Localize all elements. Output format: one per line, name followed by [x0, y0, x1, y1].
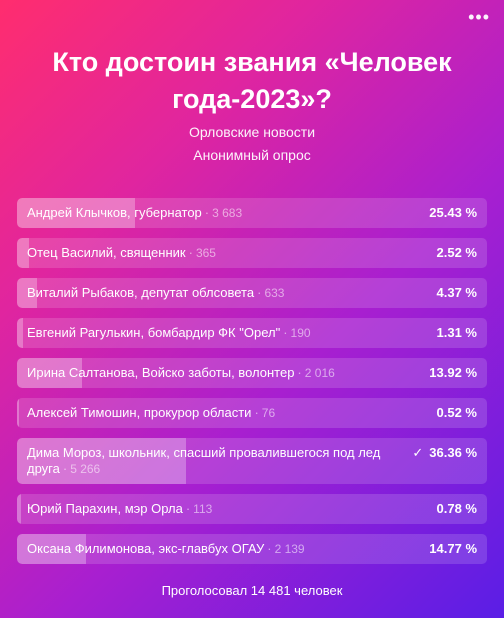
total-votes: Проголосовал 14 481 человек [161, 583, 343, 598]
option-text: Юрий Парахин, мэр Орла · 113 [27, 501, 395, 517]
poll-option[interactable]: Юрий Парахин, мэр Орла · 113 0.78 % [17, 494, 487, 524]
option-percent: 25.43 % [429, 205, 477, 220]
poll-option-selected[interactable]: Дима Мороз, школьник, спасший проваливше… [17, 438, 487, 484]
separator-dot: · [204, 205, 210, 220]
option-count: 76 [261, 406, 276, 420]
option-count: 2 139 [274, 542, 305, 556]
option-label: Андрей Клычков, губернатор [27, 205, 202, 220]
separator-dot: · [254, 405, 259, 420]
poll-type: Анонимный опрос [193, 147, 311, 163]
option-percent: 1.31 % [436, 325, 477, 340]
option-label: Дима Мороз, школьник, спасший проваливше… [27, 445, 381, 476]
option-fill [17, 278, 38, 308]
option-percent: 13.92 % [429, 365, 477, 380]
option-percent: 14.77 % [429, 541, 477, 556]
option-fill [17, 398, 20, 428]
poll-option[interactable]: Оксана Филимонова, экс-главбух ОГАУ · 2 13… [17, 534, 487, 564]
option-fill [17, 494, 21, 524]
option-text: Евгений Рагулькин, бомбардир ФК "Орел" · 1… [27, 325, 395, 341]
option-percent: 2.52 % [436, 245, 477, 260]
option-count: 365 [195, 246, 216, 260]
option-fill [17, 358, 82, 388]
option-percent: 36.36 % [429, 445, 477, 460]
option-count: 190 [290, 326, 311, 340]
option-count: 633 [264, 286, 285, 300]
option-label: Оксана Филимонова, экс-главбух ОГАУ [27, 541, 265, 556]
separator-dot: · [62, 461, 68, 476]
more-dots-icon[interactable]: ••• [468, 7, 490, 27]
option-percent: 0.78 % [436, 501, 477, 516]
option-text: Алексей Тимошин, прокурор области · 76 [27, 405, 395, 421]
option-text: Отец Василий, священник · 365 [27, 245, 395, 261]
poll-option[interactable]: Алексей Тимошин, прокурор области · 76 0.5… [17, 398, 487, 428]
option-text: Дима Мороз, школьник, спасший проваливше… [27, 445, 395, 477]
option-label: Отец Василий, священник [27, 245, 186, 260]
option-text: Виталий Рыбаков, депутат облсовета · 633 [27, 285, 395, 301]
option-fill [17, 238, 29, 268]
poll-options: Андрей Клычков, губернатор · 3 683 25.43 %… [17, 198, 487, 574]
separator-dot: · [185, 501, 191, 516]
option-fill [17, 534, 86, 564]
poll-option[interactable]: Андрей Клычков, губернатор · 3 683 25.43 % [17, 198, 487, 228]
option-label: Алексей Тимошин, прокурор области [27, 405, 252, 420]
option-fill [17, 318, 24, 348]
option-count: 5 266 [70, 462, 101, 476]
option-fill [17, 198, 136, 228]
option-label: Юрий Парахин, мэр Орла [27, 501, 183, 516]
option-text: Андрей Клычков, губернатор · 3 683 [27, 205, 395, 221]
poll-option[interactable]: Виталий Рыбаков, депутат облсовета · 633 4… [17, 278, 487, 308]
separator-dot: · [188, 245, 193, 260]
separator-dot: · [257, 285, 262, 300]
option-label: Евгений Рагулькин, бомбардир ФК "Орел" [27, 325, 281, 340]
separator-dot: · [283, 325, 288, 340]
option-percent: 4.37 % [436, 285, 477, 300]
option-text: Ирина Салтанова, Войско заботы, волонтер… [27, 365, 395, 381]
poll-option[interactable]: Отец Василий, священник · 365 2.52 % [17, 238, 487, 268]
poll-option[interactable]: Евгений Рагулькин, бомбардир ФК "Орел" · 1… [17, 318, 487, 348]
option-label: Ирина Салтанова, Войско заботы, волонтер [27, 365, 295, 380]
poll-title: Кто достоин звания «Человек года-2023»? [52, 47, 452, 114]
separator-dot: · [267, 541, 272, 556]
option-percent-wrap: ✓ 36.36 % [412, 445, 477, 461]
check-icon: ✓ [412, 445, 424, 460]
poll-option[interactable]: Ирина Салтанова, Войско заботы, волонтер… [17, 358, 487, 388]
poll-author: Орловские новости [188, 124, 316, 140]
option-count: 3 683 [212, 206, 243, 220]
separator-dot: · [297, 365, 302, 380]
option-label: Виталий Рыбаков, депутат облсовета [27, 285, 255, 300]
option-count: 113 [193, 502, 213, 516]
option-percent: 0.52 % [436, 405, 477, 420]
option-count: 2 016 [304, 366, 335, 380]
option-text: Оксана Филимонова, экс-главбух ОГАУ · 2 13… [27, 541, 395, 557]
option-fill [17, 438, 187, 484]
